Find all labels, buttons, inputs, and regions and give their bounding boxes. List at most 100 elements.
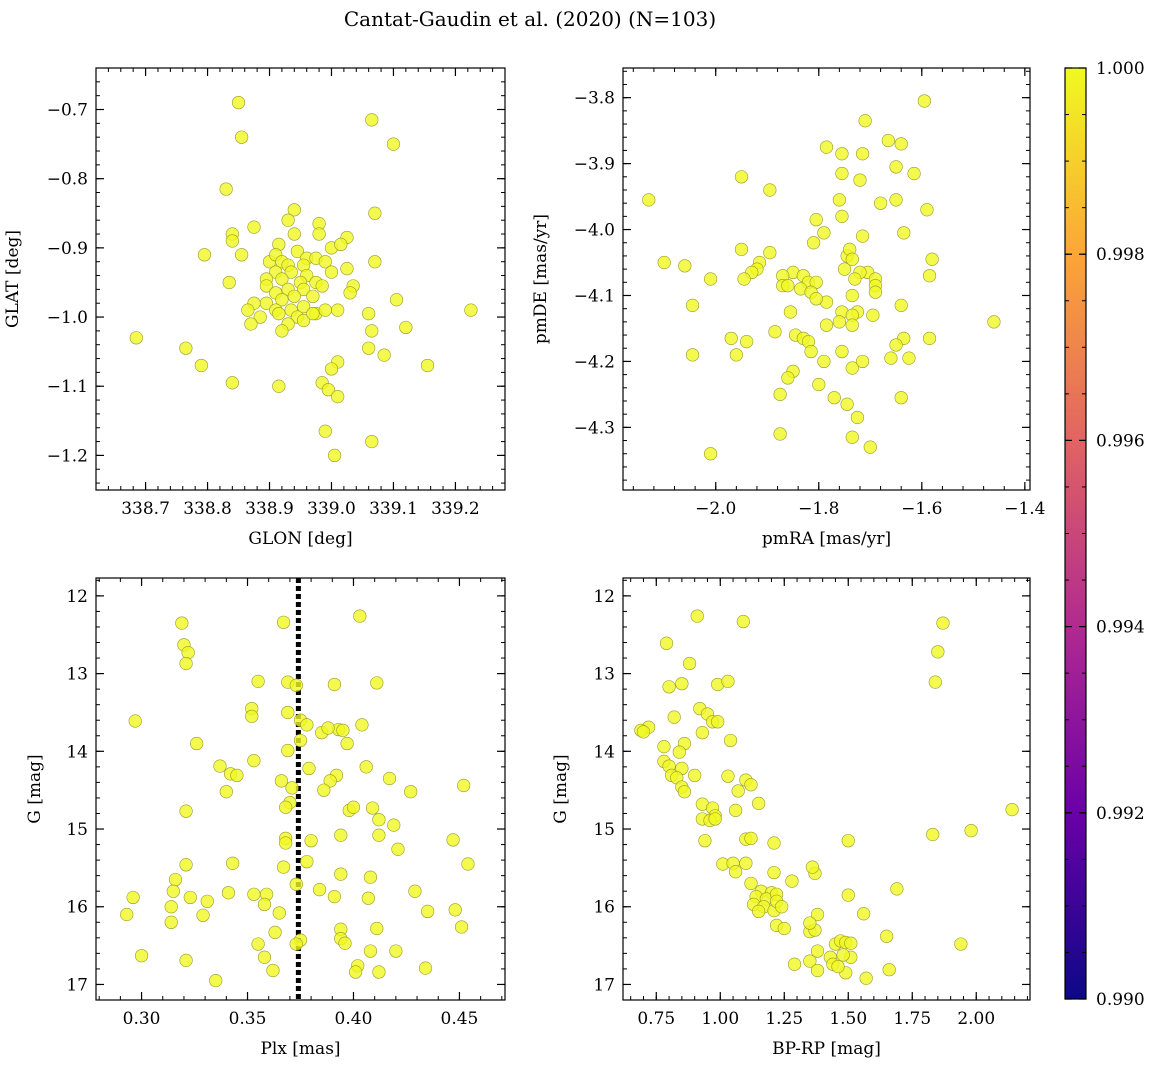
data-point	[327, 677, 342, 692]
data-point	[300, 855, 314, 869]
data-point	[920, 203, 934, 217]
y-tick-label: 16	[593, 898, 615, 918]
data-point	[196, 908, 210, 922]
data-point	[662, 680, 676, 694]
data-point	[781, 278, 795, 293]
data-point	[868, 285, 883, 299]
data-point	[777, 921, 791, 936]
x-tick-label: −2.0	[695, 499, 736, 519]
data-point	[293, 733, 308, 748]
data-point	[922, 269, 937, 283]
y-tick-label: 12	[593, 587, 615, 607]
x-tick-label: 339.1	[369, 499, 418, 519]
data-point	[275, 272, 289, 286]
data-point	[362, 306, 376, 321]
x-tick-label: 0.30	[123, 1009, 161, 1029]
data-point	[421, 904, 435, 919]
data-point	[894, 391, 908, 405]
panel-pmra-pmde: −2.0 −1.8 −1.6 −1.4 −3.8 −3.9 −4.0 −4.1 −4.2 −4.3…	[531, 67, 1045, 549]
data-point	[276, 860, 291, 874]
data-point	[841, 888, 855, 902]
data-point	[739, 856, 753, 870]
x-tick-label: 338.8	[183, 499, 232, 519]
x-tick-label: 339.2	[431, 499, 480, 519]
data-point	[235, 130, 249, 144]
colorbar-tick-label: 0.990	[1096, 990, 1145, 1010]
y-tick-label: −4.0	[574, 221, 615, 241]
data-point	[729, 865, 743, 879]
data-point	[372, 828, 386, 842]
data-point	[387, 818, 401, 832]
data-point	[336, 723, 350, 737]
data-point	[279, 836, 293, 850]
data-point	[268, 925, 282, 939]
data-point	[275, 324, 289, 338]
y-tick-label: −1.1	[47, 377, 88, 397]
data-point	[334, 237, 348, 252]
data-point	[845, 318, 859, 332]
data-point	[804, 344, 818, 359]
data-point	[372, 965, 386, 979]
data-point	[338, 936, 352, 950]
data-point	[370, 676, 384, 690]
data-point	[752, 796, 766, 810]
data-point	[363, 944, 378, 958]
data-point	[448, 903, 462, 917]
data-point	[327, 448, 342, 463]
data-point	[763, 246, 777, 260]
x-axis-label: BP-RP [mag]	[772, 1039, 881, 1059]
colorbar-tick-label: 0.992	[1096, 804, 1145, 824]
y-tick-label: 14	[593, 742, 615, 762]
data-point	[241, 303, 255, 317]
data-point	[226, 856, 240, 870]
y-tick-label: −1.0	[47, 308, 88, 328]
y-tick-label: 16	[66, 898, 88, 918]
data-point	[251, 674, 265, 688]
y-tick-label: 17	[66, 975, 88, 995]
data-point	[399, 320, 413, 335]
data-point	[420, 358, 435, 373]
y-tick-label: −0.8	[47, 170, 88, 190]
data-point	[418, 961, 433, 975]
data-point	[279, 800, 293, 814]
data-point	[775, 900, 789, 914]
data-point	[835, 209, 849, 223]
data-point	[327, 890, 342, 904]
data-point	[334, 828, 348, 842]
data-point	[179, 858, 193, 872]
data-point	[454, 920, 469, 934]
data-point	[889, 193, 903, 207]
data-point	[884, 351, 898, 365]
y-tick-label: −0.7	[47, 101, 88, 121]
data-point	[881, 133, 895, 148]
data-point	[446, 833, 460, 847]
data-point	[685, 298, 700, 312]
data-point	[819, 318, 834, 332]
data-point	[767, 865, 781, 880]
data-point	[346, 800, 361, 814]
data-point	[404, 785, 418, 799]
data-point	[889, 160, 903, 174]
data-point	[882, 963, 896, 977]
data-point	[134, 949, 149, 963]
data-point	[219, 785, 233, 799]
data-point	[179, 953, 193, 967]
data-point	[334, 867, 348, 881]
figure-title: Cantat-Gaudin et al. (2020) (N=103)	[344, 7, 716, 31]
data-point	[287, 289, 301, 303]
data-point	[120, 907, 134, 922]
data-point	[194, 358, 208, 373]
x-tick-label: 2.00	[957, 1009, 995, 1029]
data-point	[343, 286, 357, 300]
data-point	[164, 915, 178, 929]
data-point	[179, 341, 193, 355]
data-point	[281, 213, 295, 227]
data-point	[377, 348, 391, 362]
data-point	[723, 733, 738, 748]
y-tick-label: −0.9	[47, 239, 88, 259]
data-point	[657, 255, 671, 270]
panel-glon-glat: 338.7 338.8 338.9 339.0 339.1 339.2 −0.7 −0.8 −0…	[3, 67, 506, 549]
data-point	[880, 929, 894, 943]
data-point	[281, 743, 295, 758]
